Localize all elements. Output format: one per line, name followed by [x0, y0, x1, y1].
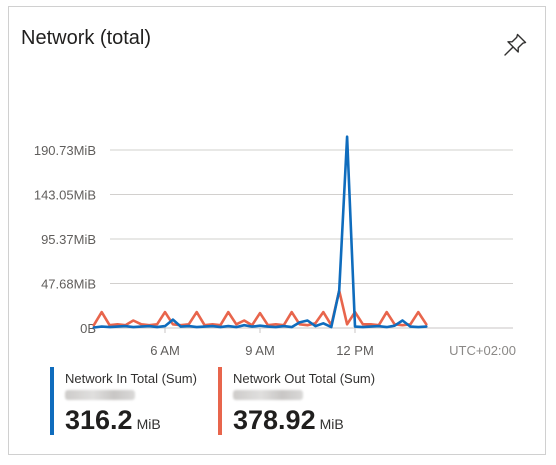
y-tick-label: 0B	[80, 321, 96, 336]
legend-network-out-color	[218, 367, 222, 435]
x-tick-label: 6 AM	[150, 343, 180, 358]
legend-network-out-resource	[233, 390, 303, 400]
x-tick-label: 9 AM	[245, 343, 275, 358]
legend-network-out-value: 378.92 MiB	[233, 405, 344, 436]
timezone-label: UTC+02:00	[449, 343, 516, 358]
legend-network-in-color	[50, 367, 54, 435]
network-total-card	[8, 6, 546, 455]
y-tick-label: 190.73MiB	[34, 143, 96, 158]
series-network-in-line[interactable]	[92, 135, 428, 329]
legend-network-out-total: 378.92	[233, 405, 316, 435]
y-tick-label: 143.05MiB	[34, 187, 96, 202]
legend-network-in[interactable]: Network In Total (Sum) 316.2 MiB	[50, 367, 220, 437]
y-tick-label: 47.68MiB	[41, 277, 96, 292]
pin-icon[interactable]	[501, 31, 529, 59]
legend-network-out[interactable]: Network Out Total (Sum) 378.92 MiB	[218, 367, 408, 437]
series-network-out-line[interactable]	[92, 289, 428, 327]
legend-network-in-value: 316.2 MiB	[65, 405, 161, 436]
legend-network-in-total: 316.2	[65, 405, 133, 435]
card-title: Network (total)	[21, 27, 152, 49]
x-tick-label: 12 PM	[336, 343, 374, 358]
y-tick-label: 95.37MiB	[41, 232, 96, 247]
legend-network-out-label: Network Out Total (Sum)	[233, 371, 376, 386]
legend-network-in-unit: MiB	[136, 416, 161, 432]
legend-network-out-unit: MiB	[319, 416, 344, 432]
legend-network-in-resource	[65, 390, 135, 400]
legend-network-in-label: Network In Total (Sum)	[65, 371, 197, 386]
